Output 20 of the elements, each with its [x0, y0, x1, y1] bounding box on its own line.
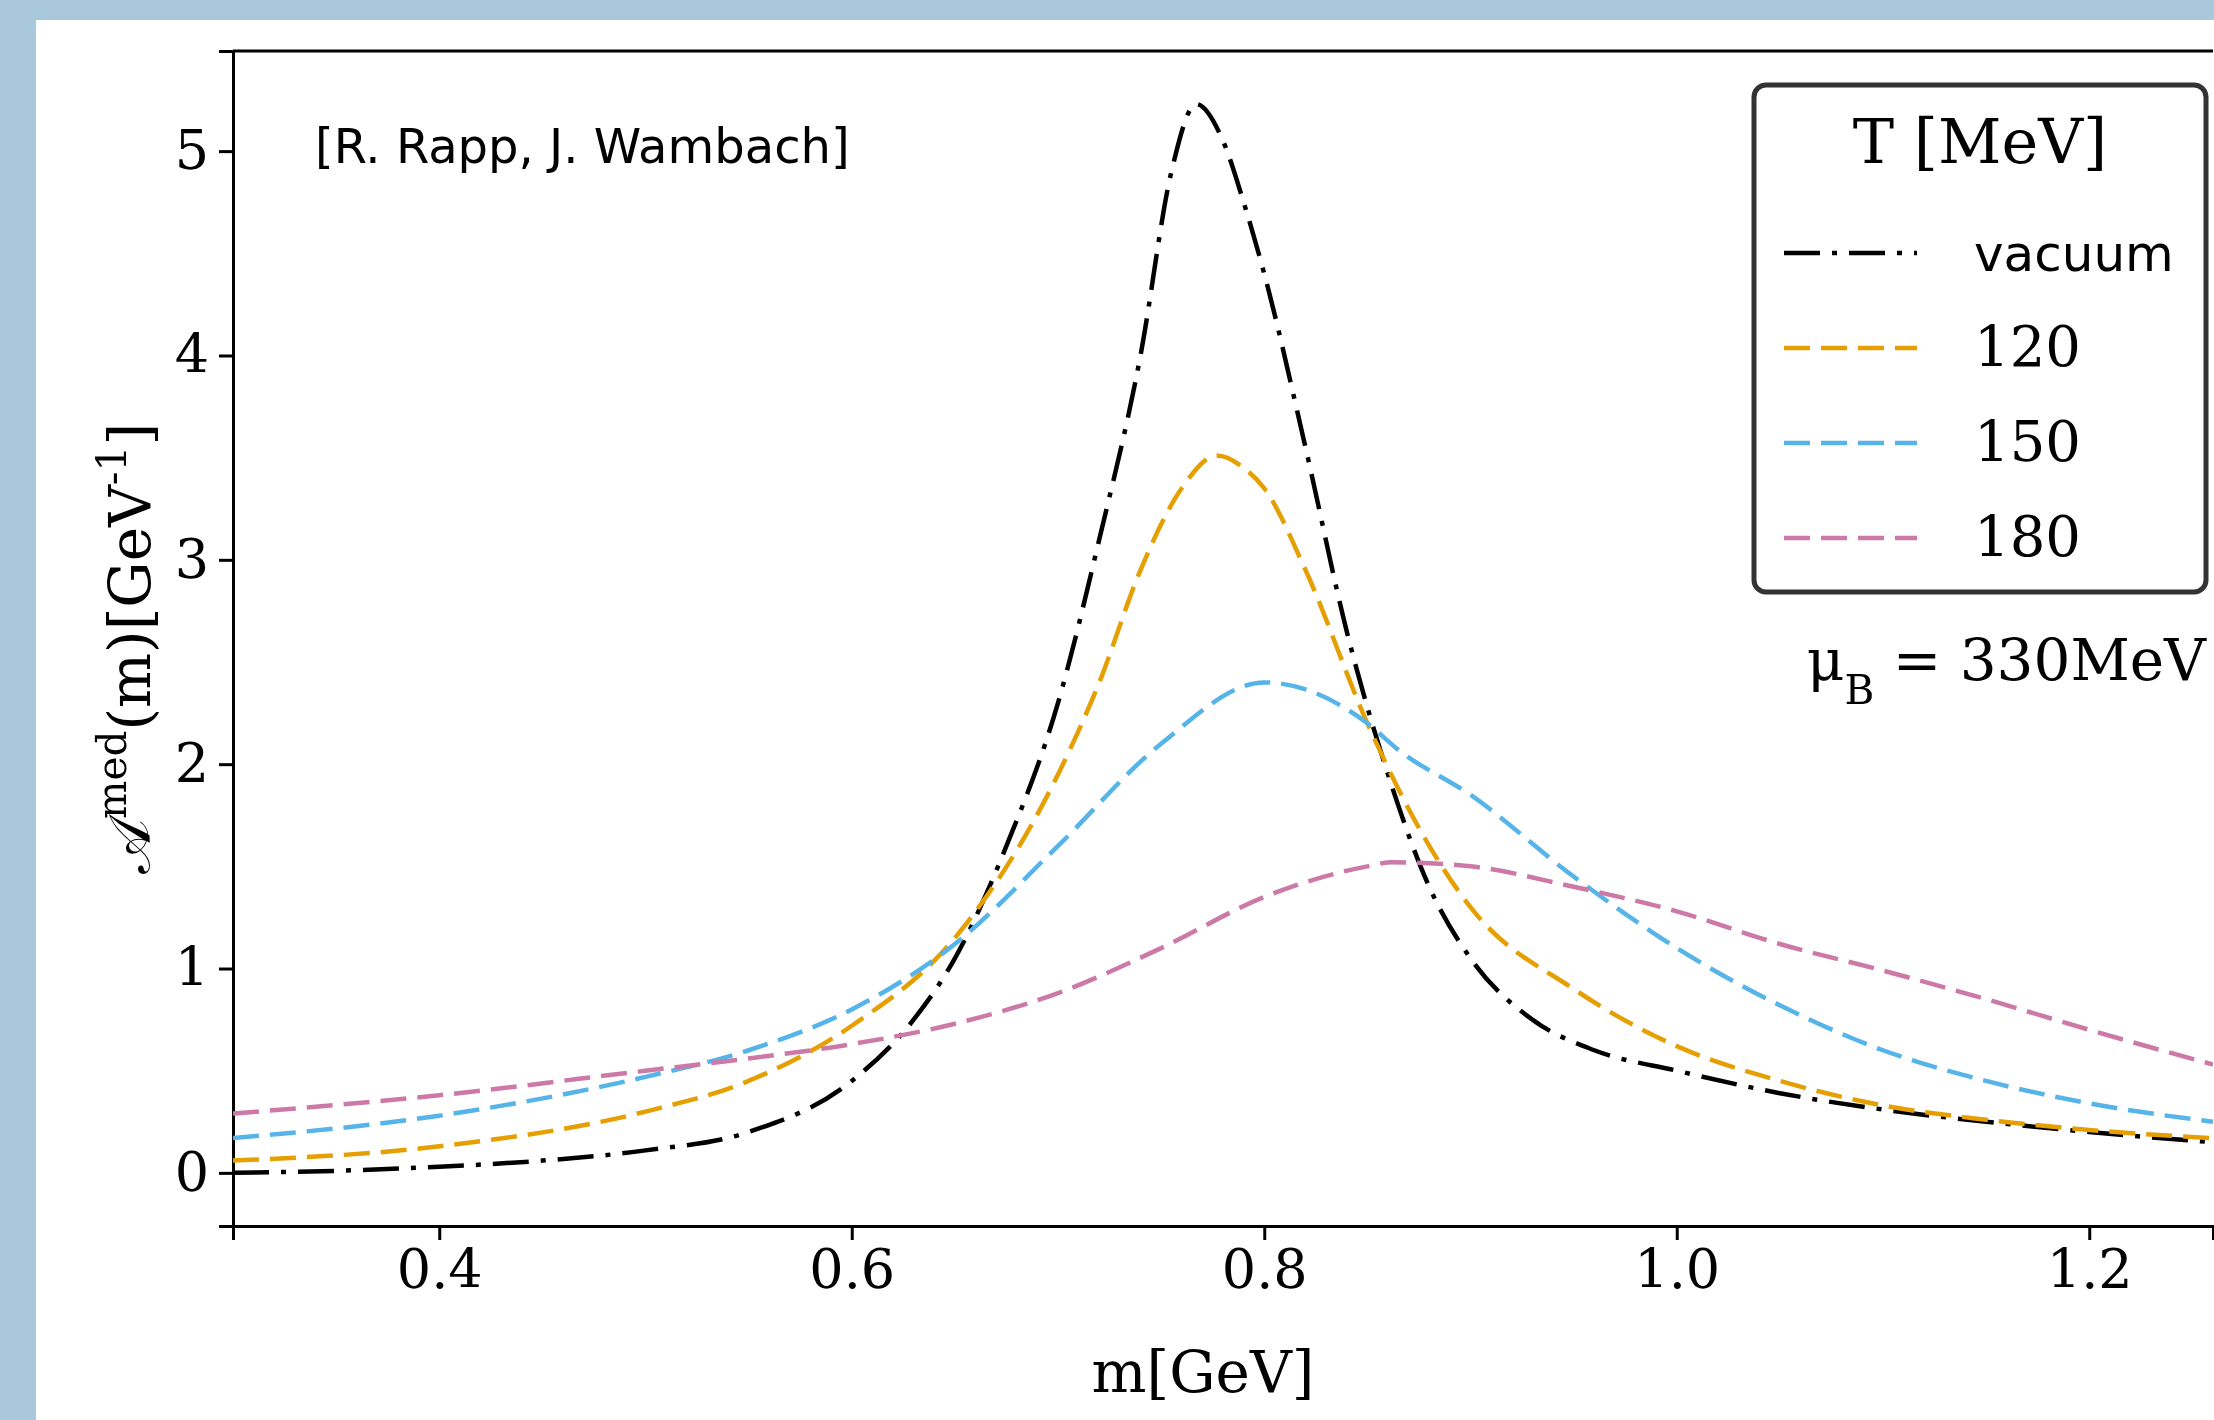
- y-tick-label: 2: [174, 731, 209, 795]
- y-tick-label: 4: [174, 323, 209, 387]
- annotation: μ$_{B}$ = 330MeV: [1806, 626, 2208, 714]
- x-tick-label: 0.6: [809, 1238, 896, 1302]
- legend-label: 180: [1974, 504, 2081, 569]
- x-axis-title: m[GeV]: [1091, 1338, 1315, 1406]
- x-tick-label: 1.0: [1634, 1238, 1721, 1302]
- y-tick-label: 1: [174, 936, 209, 1000]
- annotation: [R. Rapp, J. Wambach]: [315, 118, 850, 174]
- x-tick-label: 0.8: [1221, 1238, 1308, 1302]
- line-series: [233, 860, 2213, 1116]
- y-tick-label: 5: [174, 118, 209, 182]
- y-tick-label: 0: [174, 1140, 209, 1204]
- legend-label: vacuum: [1974, 225, 2174, 283]
- y-tick-label: 3: [174, 527, 209, 591]
- legend-label: 150: [1974, 409, 2081, 474]
- x-tick-label: 0.4: [396, 1238, 483, 1302]
- legend-title: T [MeV]: [1852, 105, 2108, 178]
- legend-label: 120: [1974, 314, 2081, 379]
- x-tick-label: 1.2: [2046, 1238, 2133, 1302]
